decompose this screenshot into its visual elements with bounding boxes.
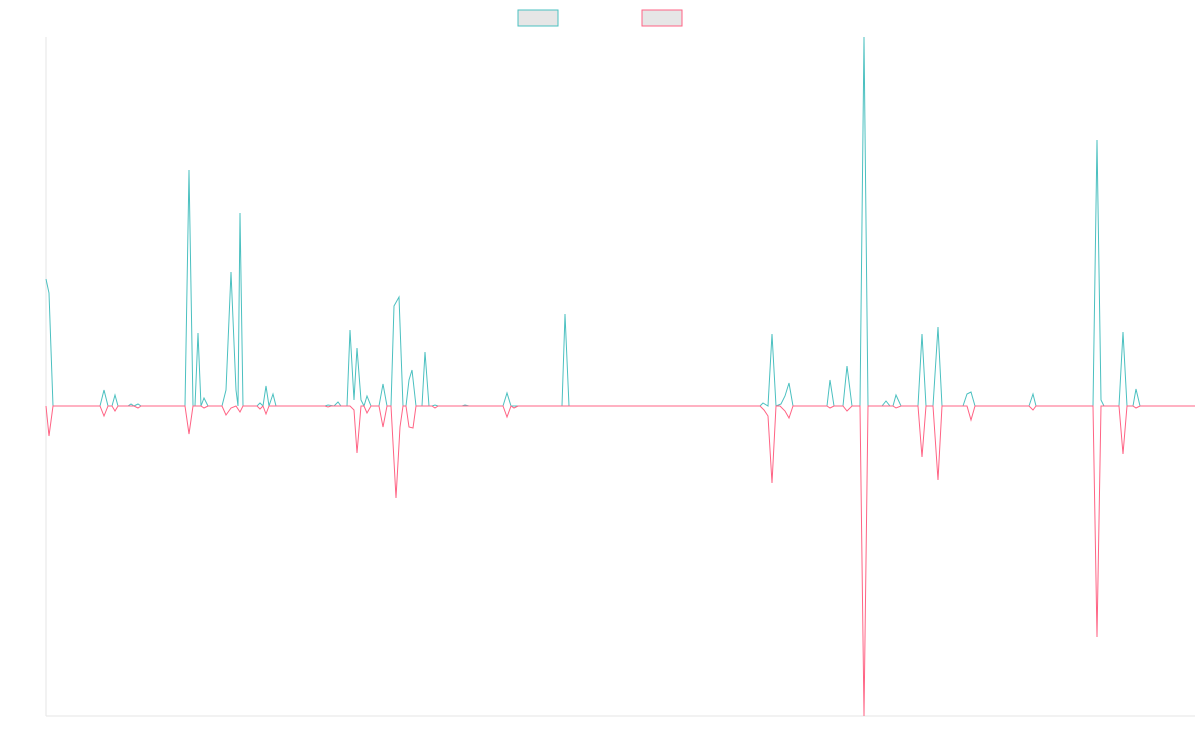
series-line [45,405,1195,717]
series-line [45,36,1195,408]
legend-swatch [641,9,683,27]
legend-swatch [517,9,559,27]
